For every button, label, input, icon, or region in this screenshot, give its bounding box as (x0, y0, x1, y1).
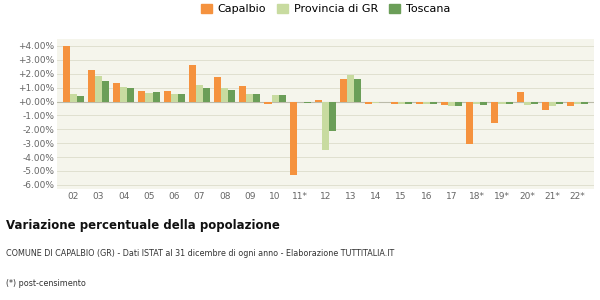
Bar (247, 94, 253, 101)
Bar (265, 101, 272, 104)
Bar (77, 96, 84, 101)
Bar (304, 101, 311, 103)
Bar (549, 101, 556, 106)
Bar (297, 101, 304, 102)
Bar (315, 100, 322, 101)
Bar (480, 101, 487, 105)
Bar (398, 101, 404, 104)
Bar (120, 87, 127, 101)
Bar (441, 101, 448, 105)
Bar (365, 101, 373, 103)
Bar (239, 86, 247, 101)
Bar (581, 101, 588, 103)
Bar (272, 94, 278, 101)
Bar (164, 91, 171, 101)
Bar (448, 101, 455, 106)
Bar (196, 85, 203, 101)
Legend: Capalbio, Provincia di GR, Toscana: Capalbio, Provincia di GR, Toscana (196, 0, 455, 19)
Bar (347, 75, 354, 101)
Bar (278, 94, 286, 101)
Bar (354, 79, 361, 101)
Bar (329, 101, 336, 131)
Bar (404, 101, 412, 104)
Bar (221, 88, 228, 101)
Bar (290, 101, 297, 175)
Bar (203, 88, 210, 101)
Text: COMUNE DI CAPALBIO (GR) - Dati ISTAT al 31 dicembre di ogni anno - Elaborazione : COMUNE DI CAPALBIO (GR) - Dati ISTAT al … (6, 249, 394, 258)
Bar (531, 101, 538, 104)
Bar (542, 101, 549, 110)
Bar (253, 94, 260, 101)
Bar (214, 77, 221, 101)
Bar (391, 101, 398, 103)
Bar (430, 101, 437, 104)
Bar (88, 70, 95, 101)
Bar (102, 81, 109, 101)
Bar (139, 91, 145, 101)
Bar (322, 101, 329, 150)
Bar (113, 83, 120, 101)
Bar (567, 101, 574, 106)
Bar (145, 93, 152, 101)
Bar (416, 101, 423, 104)
Bar (152, 92, 160, 101)
Bar (228, 90, 235, 101)
Bar (499, 101, 506, 104)
Bar (63, 46, 70, 101)
Bar (506, 101, 512, 104)
Bar (466, 101, 473, 144)
Bar (517, 92, 524, 101)
Bar (473, 101, 480, 104)
Bar (70, 94, 77, 101)
Bar (127, 88, 134, 101)
Bar (423, 101, 430, 104)
Bar (171, 94, 178, 101)
Bar (178, 94, 185, 101)
Bar (340, 79, 347, 101)
Bar (455, 101, 462, 106)
Bar (189, 65, 196, 101)
Bar (491, 101, 499, 123)
Bar (556, 101, 563, 104)
Text: (*) post-censimento: (*) post-censimento (6, 279, 86, 288)
Bar (524, 101, 531, 105)
Bar (95, 76, 102, 101)
Bar (574, 101, 581, 104)
Text: Variazione percentuale della popolazione: Variazione percentuale della popolazione (6, 219, 280, 232)
Bar (373, 101, 379, 103)
